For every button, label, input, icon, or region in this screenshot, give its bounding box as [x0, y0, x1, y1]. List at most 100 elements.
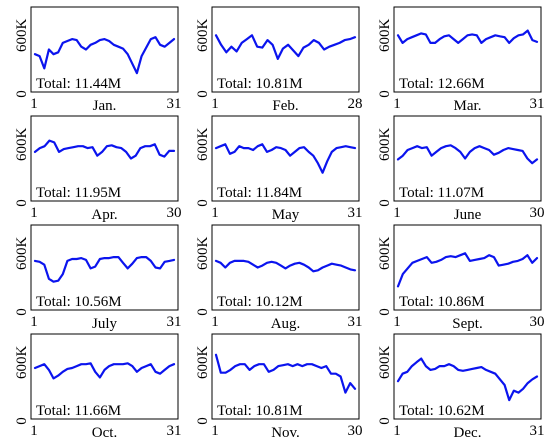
y-tick-label: 600K: [377, 19, 393, 53]
month-panel: 600K 0 Total: 11.95M 1 30 Apr.: [14, 115, 182, 223]
x-tick-first: 1: [393, 205, 401, 221]
total-label: Total: 11.84M: [217, 185, 302, 201]
series-line: [33, 139, 176, 160]
series-line: [33, 256, 176, 283]
x-tick-first: 1: [211, 96, 219, 112]
month-panel: 600K 0 Total: 11.84M 1 31 May: [195, 115, 363, 223]
x-tick-last: 31: [348, 314, 363, 330]
x-tick-first: 1: [30, 96, 38, 112]
series-line: [214, 353, 357, 394]
x-tick-first: 1: [30, 205, 38, 221]
month-panel: 600K 0 Total: 10.56M 1 31 July: [14, 224, 182, 332]
total-label: Total: 11.66M: [36, 403, 121, 419]
total-label: Total: 10.12M: [217, 294, 303, 310]
month-label: Nov.: [271, 425, 300, 441]
panel-frame: [211, 6, 360, 93]
x-tick-last: 31: [530, 423, 545, 439]
y-tick-label: 0: [377, 90, 393, 98]
y-tick-label: 0: [195, 308, 211, 316]
month-label: Jan.: [93, 98, 117, 114]
total-label: Total: 10.86M: [399, 294, 485, 310]
total-label: Total: 10.56M: [36, 294, 122, 310]
month-label: Dec.: [454, 425, 482, 441]
panel-frame: [393, 224, 542, 311]
x-tick-first: 1: [393, 96, 401, 112]
month-panel: 600K 0 Total: 10.86M 1 30 Sept.: [377, 224, 545, 332]
month-label: Feb.: [272, 98, 298, 114]
x-tick-last: 30: [530, 314, 545, 330]
y-tick-label: 0: [14, 417, 30, 425]
x-tick-last: 31: [167, 423, 182, 439]
y-tick-label: 600K: [377, 128, 393, 162]
x-tick-last: 31: [348, 205, 363, 221]
x-tick-first: 1: [211, 423, 219, 439]
total-label: Total: 11.07M: [399, 185, 484, 201]
month-label: June: [454, 207, 482, 223]
panel-frame: [393, 6, 542, 93]
x-tick-last: 31: [530, 96, 545, 112]
y-tick-label: 600K: [195, 19, 211, 53]
panel-frame: [30, 224, 179, 311]
series-line: [33, 36, 176, 75]
month-panel: 600K 0 Total: 10.12M 1 31 Aug.: [195, 224, 363, 332]
month-label: Sept.: [452, 316, 482, 332]
panel-frame: [30, 115, 179, 202]
y-tick-label: 0: [377, 417, 393, 425]
y-tick-label: 600K: [377, 346, 393, 380]
x-tick-first: 1: [30, 314, 38, 330]
month-panel: 600K 0 Total: 10.81M 1 30 Nov.: [195, 333, 363, 441]
month-panel: 600K 0 Total: 11.07M 1 30 June: [377, 115, 545, 223]
month-panel: 600K 0 Total: 11.66M 1 31 Oct.: [14, 333, 182, 441]
panel-frame: [393, 115, 542, 202]
y-tick-label: 600K: [14, 128, 30, 162]
series-line: [214, 259, 357, 273]
month-label: Oct.: [92, 425, 117, 441]
y-tick-label: 600K: [14, 346, 30, 380]
x-tick-last: 30: [530, 205, 545, 221]
series-line: [396, 29, 539, 45]
month-label: May: [272, 207, 300, 223]
series-line: [214, 34, 357, 61]
total-label: Total: 10.81M: [217, 76, 303, 92]
x-tick-last: 30: [167, 205, 182, 221]
y-tick-label: 0: [14, 90, 30, 98]
month-panel: 600K 0 Total: 10.62M 1 31 Dec.: [377, 333, 545, 441]
panel-frame: [211, 115, 360, 202]
y-tick-label: 0: [14, 199, 30, 207]
series-line: [33, 362, 176, 380]
y-tick-label: 0: [377, 308, 393, 316]
x-tick-first: 1: [393, 423, 401, 439]
month-panel: 600K 0 Total: 12.66M 1 31 Mar.: [377, 6, 545, 114]
x-tick-last: 30: [348, 423, 363, 439]
y-tick-label: 0: [14, 308, 30, 316]
x-tick-first: 1: [211, 205, 219, 221]
month-panel: 600K 0 Total: 11.44M 1 31 Jan.: [14, 6, 182, 114]
x-tick-first: 1: [30, 423, 38, 439]
y-tick-label: 600K: [195, 237, 211, 270]
panel-frame: [30, 6, 179, 93]
panel-frame: [211, 224, 360, 311]
total-label: Total: 12.66M: [399, 76, 485, 92]
month-label: Mar.: [454, 98, 482, 114]
x-tick-first: 1: [393, 314, 401, 330]
panel-frame: [211, 333, 360, 420]
total-label: Total: 10.62M: [399, 403, 485, 419]
total-label: Total: 11.95M: [36, 185, 121, 201]
x-tick-first: 1: [211, 314, 219, 330]
x-tick-last: 31: [167, 96, 182, 112]
total-label: Total: 10.81M: [217, 403, 303, 419]
y-tick-label: 0: [195, 417, 211, 425]
panel-frame: [393, 333, 542, 420]
x-tick-last: 31: [167, 314, 182, 330]
panel-frame: [30, 333, 179, 420]
y-tick-label: 0: [195, 90, 211, 98]
series-line: [396, 252, 539, 288]
total-label: Total: 11.44M: [36, 76, 121, 92]
y-tick-label: 600K: [195, 346, 211, 380]
month-label: Aug.: [271, 316, 301, 332]
x-tick-last: 28: [348, 96, 363, 112]
series-line: [396, 357, 539, 402]
y-tick-label: 0: [195, 199, 211, 207]
y-tick-label: 0: [377, 199, 393, 207]
